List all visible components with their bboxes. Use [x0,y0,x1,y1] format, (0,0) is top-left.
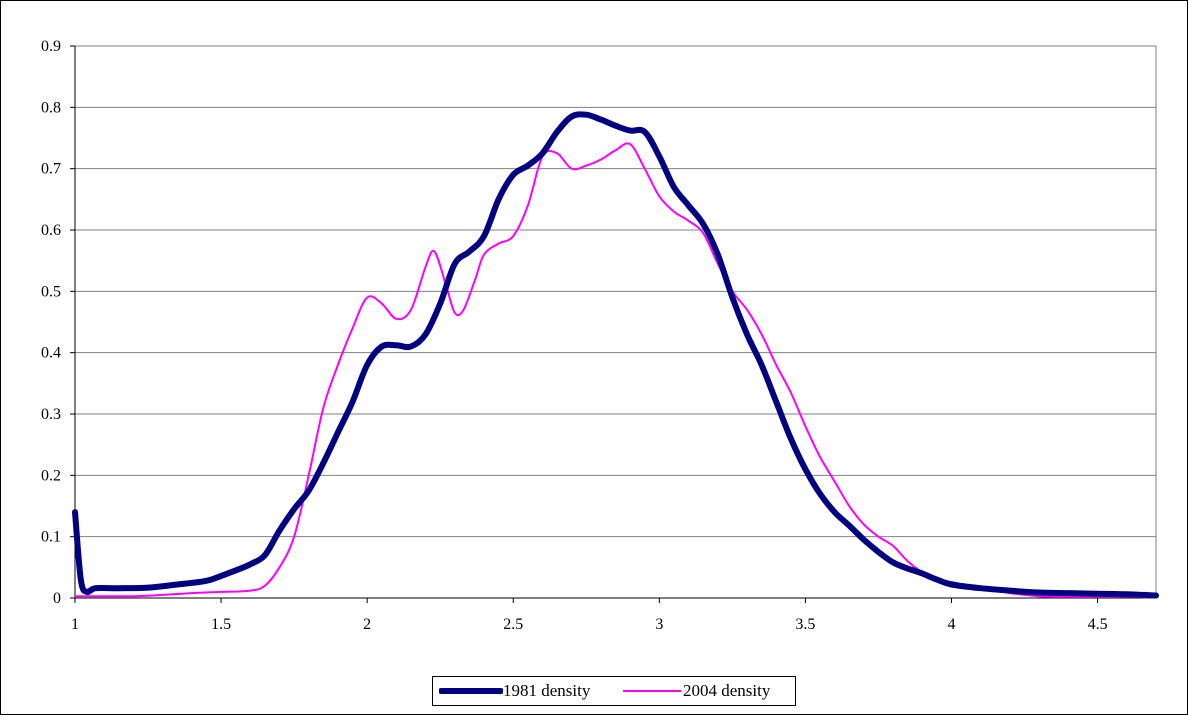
y-tick-label: 0.7 [41,161,61,178]
y-tick-label: 0.3 [41,406,61,423]
x-tick-label: 1.5 [211,616,231,633]
legend-swatch-1981 [439,688,503,694]
x-tick-label: 3 [655,616,663,633]
legend-label-1981: 1981 density [503,681,591,700]
legend: 1981 density 2004 density [432,676,796,706]
legend-item-1981: 1981 density [439,677,590,705]
x-tick-label: 4.5 [1088,616,1108,633]
y-tick-label: 0.1 [41,529,61,546]
x-tick-label: 2.5 [503,616,523,633]
y-tick-label: 0.2 [41,467,61,484]
y-tick-label: 0.8 [41,99,61,116]
x-tick-label: 4 [947,616,955,633]
y-tick-label: 0 [53,590,61,607]
legend-label-2004: 2004 density [683,681,771,700]
legend-swatch-2004 [623,690,681,692]
y-tick-label: 0.6 [41,222,61,239]
legend-item-2004: 2004 density [621,677,770,705]
y-tick-label: 0.4 [41,345,61,362]
y-tick-label: 0.5 [41,283,61,300]
series-line-1981 [72,111,1159,599]
series-line-2004 [74,142,1157,599]
x-tick-label: 1 [71,616,79,633]
x-tick-label: 3.5 [795,616,815,633]
x-tick-label: 2 [363,616,371,633]
y-tick-label: 0.9 [41,38,61,55]
